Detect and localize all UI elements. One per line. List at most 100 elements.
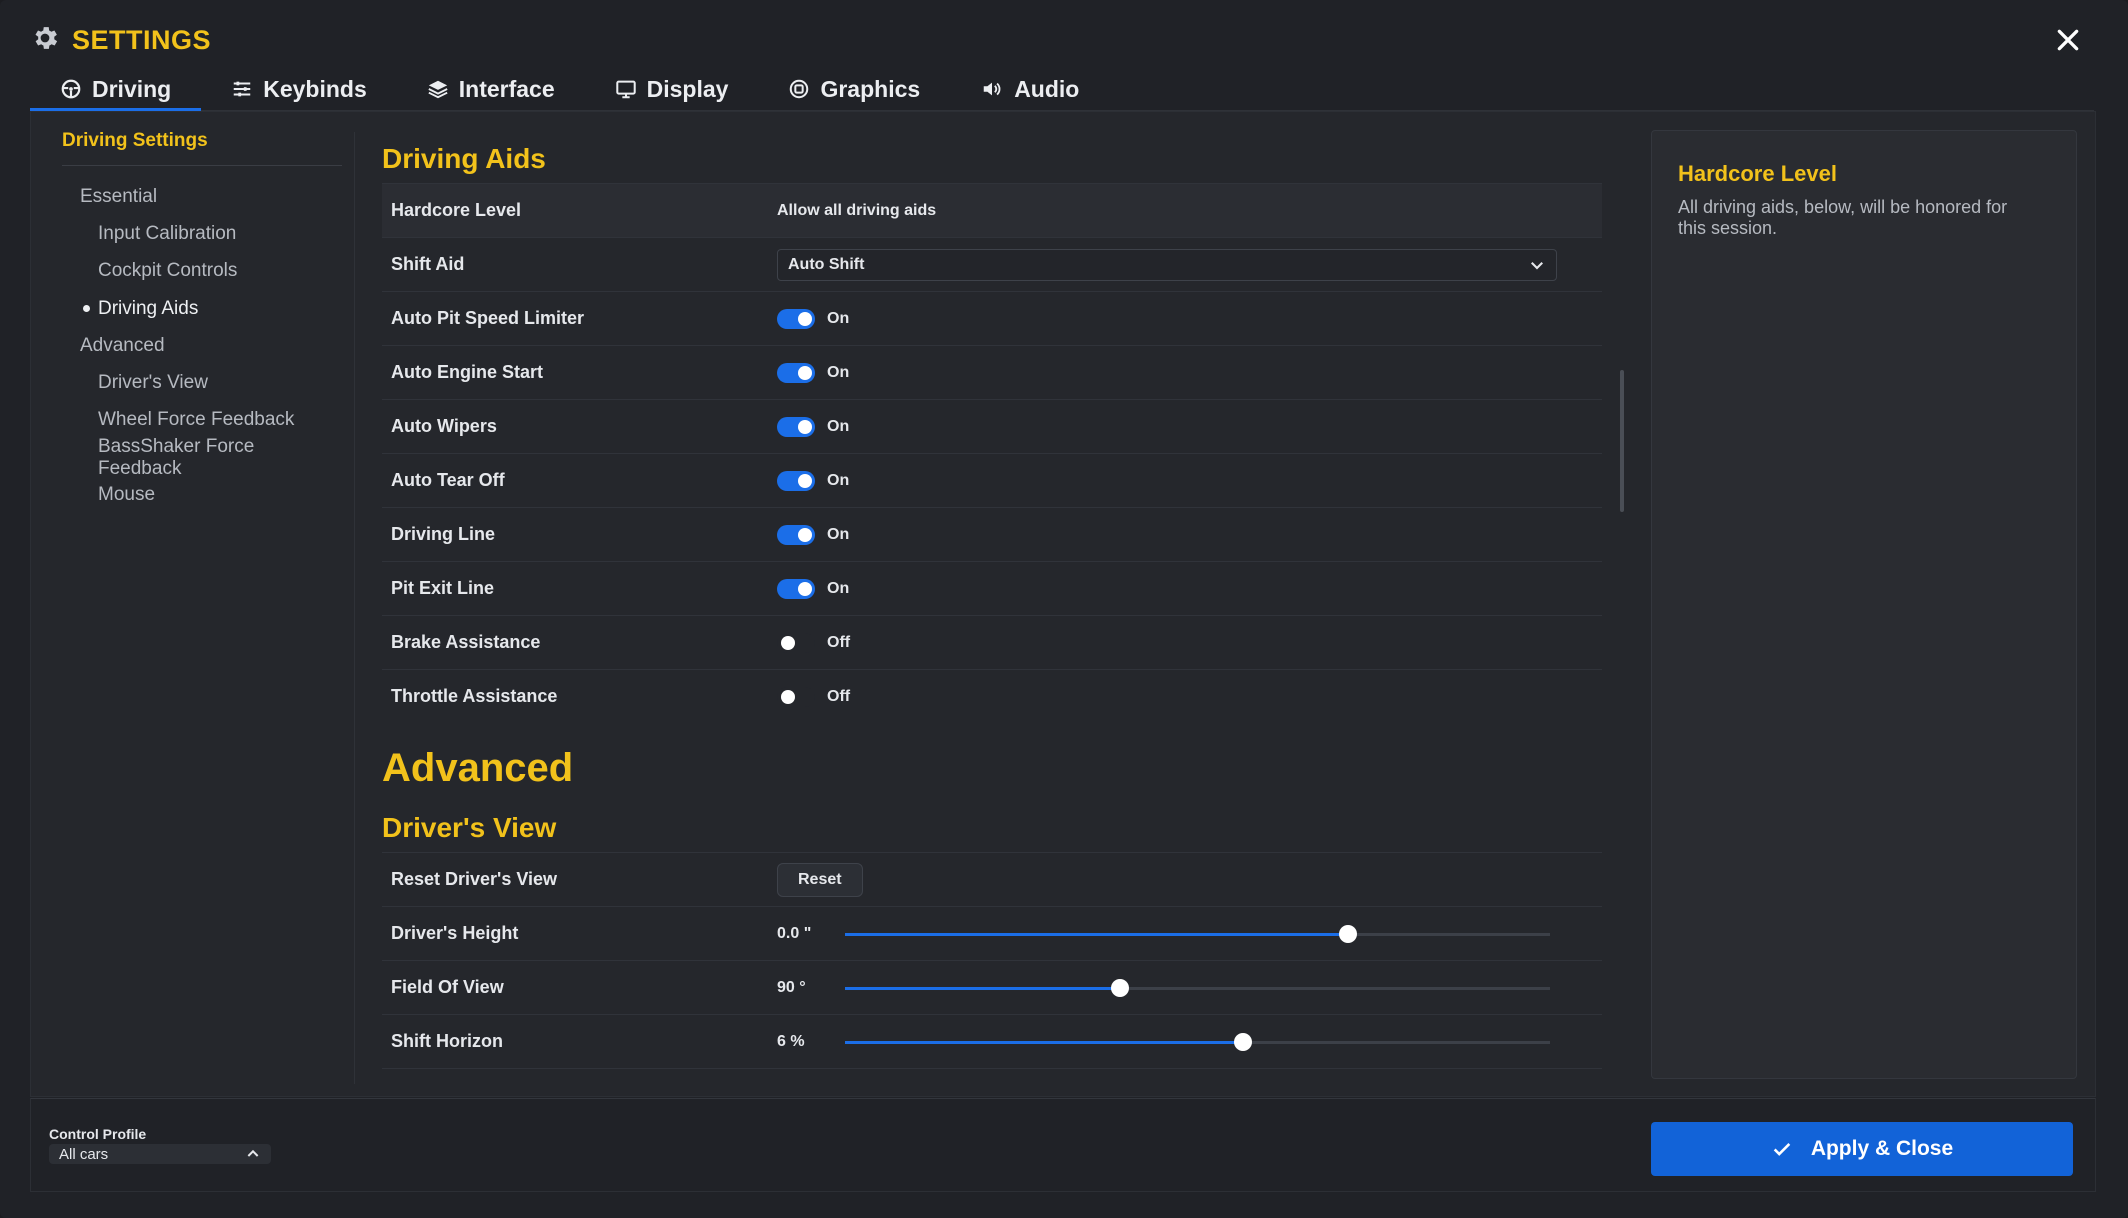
toggle-knob bbox=[781, 635, 795, 650]
slider-fill bbox=[845, 932, 1349, 936]
sidebar-heading: Driving Settings bbox=[62, 130, 342, 166]
sidebar-item-wheel-force-feedback[interactable]: Wheel Force Feedback bbox=[62, 402, 342, 439]
sidebar-item-label: BassShaker Force Feedback bbox=[98, 435, 255, 479]
control-profile-dropdown[interactable]: All cars bbox=[49, 1144, 271, 1164]
sidebar-item-label: Input Calibration bbox=[98, 222, 237, 244]
tab-label: Audio bbox=[1014, 75, 1080, 102]
dropdown-value: Auto Shift bbox=[788, 255, 865, 273]
setting-row-brake-assistance: Brake Assistance Off bbox=[382, 615, 1602, 669]
apply-close-button[interactable]: Apply & Close bbox=[1651, 1122, 2073, 1176]
toggle-switch[interactable] bbox=[777, 524, 815, 545]
toggle-switch[interactable] bbox=[777, 578, 815, 599]
chevron-down-icon bbox=[1531, 261, 1543, 269]
toggle-switch[interactable] bbox=[777, 470, 815, 491]
sidebar-item-cockpit-controls[interactable]: Cockpit Controls bbox=[62, 253, 342, 290]
steering-wheel-icon bbox=[61, 79, 81, 99]
toggle-knob bbox=[798, 473, 812, 488]
shift-horizon-slider[interactable] bbox=[845, 1032, 1550, 1052]
setting-row-pit-exit-line: Pit Exit Line On bbox=[382, 561, 1602, 615]
toggle-switch[interactable] bbox=[777, 686, 815, 707]
sidebar-item-input-calibration[interactable]: Input Calibration bbox=[62, 215, 342, 252]
setting-row-drivers-height: Driver's Height 0.0 " bbox=[382, 906, 1602, 960]
toggle-knob bbox=[798, 311, 812, 326]
close-button[interactable] bbox=[2050, 22, 2086, 58]
tab-keybinds[interactable]: Keybinds bbox=[201, 68, 397, 110]
toggle-switch[interactable] bbox=[777, 362, 815, 383]
toggle-state: On bbox=[827, 363, 850, 381]
toggle-knob bbox=[798, 527, 812, 542]
tab-interface[interactable]: Interface bbox=[397, 68, 585, 110]
settings-content: Driving Aids Hardcore Level Allow all dr… bbox=[382, 112, 1602, 1092]
section-title-advanced: Advanced bbox=[382, 746, 574, 790]
sidebar-item-bassshaker-force-feedback[interactable]: BassShaker Force Feedback bbox=[62, 436, 342, 479]
setting-row-shift-horizon: Shift Horizon 6 % bbox=[382, 1014, 1602, 1069]
setting-row-auto-tear-off: Auto Tear Off On bbox=[382, 453, 1602, 507]
tab-audio[interactable]: Audio bbox=[950, 68, 1109, 110]
toggle-switch[interactable] bbox=[777, 632, 815, 653]
slider-value: 6 % bbox=[777, 1032, 805, 1050]
setting-row-reset-drivers-view: Reset Driver's View Reset bbox=[382, 852, 1602, 906]
toggle-state: On bbox=[827, 525, 850, 543]
chevron-up-icon bbox=[247, 1149, 259, 1157]
setting-label: Reset Driver's View bbox=[391, 869, 558, 889]
setting-row-shift-aid: Shift Aid Auto Shift bbox=[382, 237, 1602, 291]
tab-graphics[interactable]: Graphics bbox=[758, 68, 950, 110]
toggle-state: On bbox=[827, 309, 850, 327]
tab-label: Graphics bbox=[820, 75, 921, 102]
setting-row-throttle-assistance: Throttle Assistance Off bbox=[382, 669, 1602, 723]
toggle-knob bbox=[798, 581, 812, 596]
setting-row-auto-pit-speed-limiter: Auto Pit Speed Limiter On bbox=[382, 291, 1602, 345]
toggle-state: Off bbox=[827, 687, 851, 705]
setting-label: Auto Pit Speed Limiter bbox=[391, 308, 585, 328]
dropdown-value: All cars bbox=[59, 1145, 109, 1163]
apply-close-label: Apply & Close bbox=[1810, 1137, 1954, 1160]
setting-label: Driver's Height bbox=[391, 923, 519, 943]
toggle-switch[interactable] bbox=[777, 416, 815, 437]
info-description: All driving aids, below, will be honored… bbox=[1678, 197, 2008, 238]
toggle-knob bbox=[781, 689, 795, 704]
setting-row-hardcore-level[interactable]: Hardcore Level Allow all driving aids bbox=[382, 183, 1602, 237]
chip-icon bbox=[790, 79, 809, 99]
slider-thumb[interactable] bbox=[1339, 924, 1358, 943]
sidebar-item-mouse[interactable]: Mouse bbox=[62, 476, 342, 513]
speaker-icon bbox=[983, 82, 1001, 96]
info-title: Hardcore Level bbox=[1678, 161, 1837, 186]
setting-label: Shift Horizon bbox=[391, 1031, 503, 1051]
slider-track bbox=[845, 986, 1550, 990]
sidebar-item-advanced[interactable]: Advanced bbox=[62, 327, 342, 364]
slider-thumb[interactable] bbox=[1110, 978, 1129, 997]
setting-row-auto-wipers: Auto Wipers On bbox=[382, 399, 1602, 453]
control-profile-label: Control Profile bbox=[49, 1126, 147, 1142]
setting-label: Shift Aid bbox=[391, 254, 465, 274]
tab-display[interactable]: Display bbox=[585, 68, 759, 110]
setting-row-auto-engine-start: Auto Engine Start On bbox=[382, 345, 1602, 399]
tab-label: Driving bbox=[92, 75, 172, 102]
tab-driving[interactable]: Driving bbox=[30, 68, 202, 111]
setting-row-field-of-view: Field Of View 90 ° bbox=[382, 960, 1602, 1014]
drivers-height-slider[interactable] bbox=[845, 924, 1550, 944]
tab-label: Keybinds bbox=[263, 75, 367, 102]
slider-value: 0.0 " bbox=[777, 924, 812, 942]
section-title-driving-aids: Driving Aids bbox=[382, 143, 546, 174]
shift-aid-dropdown[interactable]: Auto Shift bbox=[777, 248, 1557, 281]
toggle-state: On bbox=[827, 471, 850, 489]
monitor-icon bbox=[615, 80, 636, 99]
reset-button[interactable]: Reset bbox=[777, 862, 863, 897]
setting-value: Allow all driving aids bbox=[777, 201, 937, 219]
sliders-icon bbox=[233, 81, 251, 97]
field-of-view-slider[interactable] bbox=[845, 978, 1550, 998]
layers-icon bbox=[428, 80, 448, 99]
slider-fill bbox=[845, 986, 1120, 990]
sidebar-item-essential[interactable]: Essential bbox=[62, 178, 342, 215]
setting-label: Auto Tear Off bbox=[391, 470, 505, 490]
sidebar-item-drivers-view[interactable]: Driver's View bbox=[62, 364, 342, 401]
content-scrollbar[interactable] bbox=[1620, 370, 1624, 512]
info-panel: Hardcore Level All driving aids, below, … bbox=[1651, 130, 2077, 1079]
settings-panel: Driving Settings Essential Input Calibra… bbox=[30, 111, 2096, 1097]
toggle-knob bbox=[798, 419, 812, 434]
slider-thumb[interactable] bbox=[1233, 1032, 1252, 1051]
close-icon bbox=[2057, 29, 2079, 51]
sidebar-item-driving-aids[interactable]: Driving Aids bbox=[62, 290, 342, 327]
toggle-switch[interactable] bbox=[777, 308, 815, 329]
